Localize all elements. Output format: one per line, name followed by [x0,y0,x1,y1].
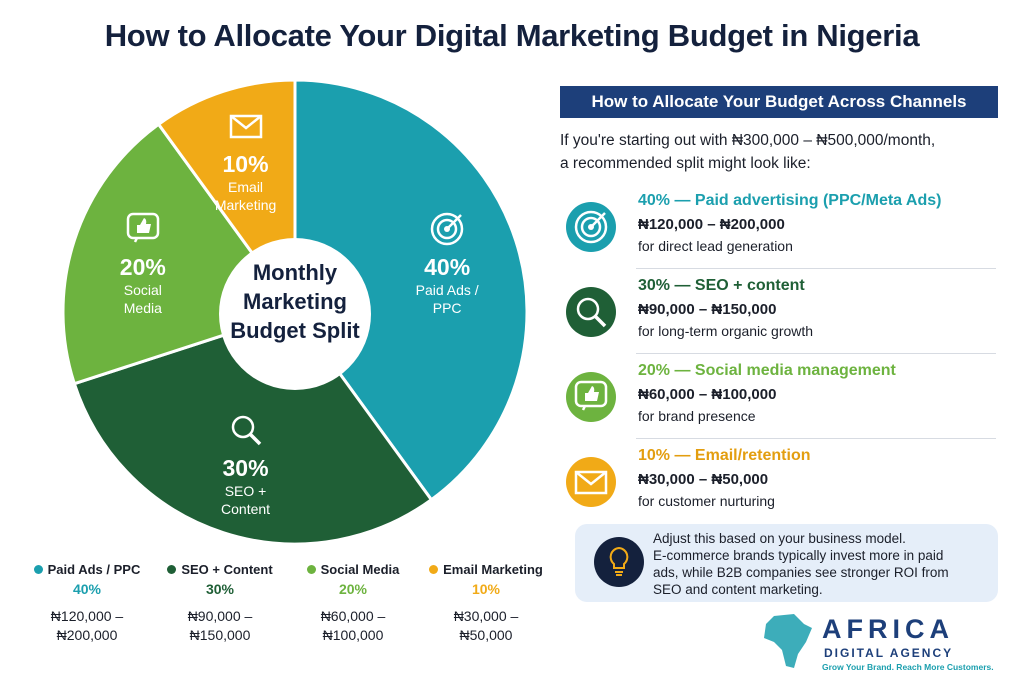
legend-percent: 30% [205,581,235,597]
channel-range: ₦60,000 – ₦100,000 [638,386,777,403]
icon [574,210,608,244]
separator [636,438,996,439]
channel-item: 40% — Paid advertising (PPC/Meta Ads) ₦12… [566,192,996,272]
channel-item: 10% — Email/retention ₦30,000 – ₦50,000 fo… [566,447,996,527]
channel-icon [566,457,616,507]
legend-swatch [306,565,316,574]
center-circle [219,238,371,390]
icon [576,297,607,328]
intro-text: If you're starting out with ₦300,000 – ₦… [560,132,936,149]
intro-text: a recommended split might look like: [560,155,811,172]
slice-name: SEO + Content [221,483,271,518]
slice-icon [229,114,262,139]
channel-note: for brand presence [638,408,756,424]
slice-value-label: 40% [424,253,471,280]
logo-name: AFRICA [822,614,954,644]
legend-percent: 40% [72,581,102,597]
pie-slice [293,78,529,502]
panel-heading: How to Allocate Your Budget Across Chann… [560,86,998,118]
legend-item: Email Marketing 10% ₦30,000 – ₦50,000 [421,562,551,645]
channel-item: 20% — Social media management ₦60,000 – ₦… [566,362,996,442]
channel-note: for direct lead generation [638,238,793,254]
legend-name: SEO + Content [181,562,273,577]
legend-label: Social Media [288,562,418,577]
slice-name: Paid Ads / PPC [415,281,479,316]
channel-icon [566,372,616,422]
legend-label: Email Marketing [421,562,551,577]
legend-name: Email Marketing [443,562,543,577]
legend-label: SEO + Content [155,562,285,577]
channel-title: 40% — Paid advertising (PPC/Meta Ads) [638,192,942,209]
icon [574,380,608,411]
legend-item: Social Media 20% ₦60,000 – ₦100,000 [288,562,418,645]
center-label: Monthly Marketing Budget Split [230,260,360,343]
legend-item: SEO + Content 30% ₦90,000 – ₦150,000 [155,562,285,645]
tip-line: Adjust this based on your business model… [653,531,906,546]
bulb-icon [594,537,644,587]
slice-icon [430,212,464,245]
page-title: How to Allocate Your Digital Marketing B… [104,18,920,53]
legend-swatch [429,565,439,574]
legend-item: Paid Ads / PPC 40% ₦120,000 – ₦200,000 [22,562,152,645]
channel-title: 30% — SEO + content [638,277,805,294]
logo-tagline: Grow Your Brand. Reach More Customers. [822,662,994,672]
slice-label: 20% Social Media [83,209,203,317]
slice-value-label: 10% [222,150,269,177]
legend-name: Social Media [320,562,400,577]
legend-range: ₦120,000 – ₦200,000 [50,608,124,643]
channel-range: ₦120,000 – ₦200,000 [638,216,785,233]
channel-icon [566,202,616,252]
slice-icon [126,212,160,243]
channel-title: 20% — Social media management [638,362,896,379]
tip-line: SEO and content marketing. [653,582,823,597]
separator [636,353,996,354]
africa-map-icon [764,614,812,668]
icon [574,470,608,495]
legend-swatch [33,565,43,574]
legend-name: Paid Ads / PPC [47,562,141,577]
tip-line: E-commerce brands typically invest more … [653,548,944,563]
channel-item: 30% — SEO + content ₦90,000 – ₦150,000 for… [566,277,996,357]
logo: AFRICA DIGITAL AGENCY Grow Your Brand. R… [760,610,1010,676]
logo-sub: DIGITAL AGENCY [824,646,954,660]
slice-name: Email Marketing [214,178,277,213]
channel-range: ₦90,000 – ₦150,000 [638,301,777,318]
slice-name: Social Media [123,281,162,316]
legend-range: ₦90,000 – ₦150,000 [187,608,253,643]
legend-label: Paid Ads / PPC [22,562,152,577]
separator [636,268,996,269]
channel-note: for long-term organic growth [638,323,814,339]
slice-label: 30% SEO + Content [186,410,306,518]
legend-range: ₦60,000 – ₦100,000 [320,608,386,643]
slice-icon [231,415,261,446]
legend-percent: 20% [338,581,368,597]
slice-value-label: 30% [222,455,269,482]
channel-title: 10% — Email/retention [638,447,811,464]
slice-value-label: 20% [119,253,166,280]
slice-label: 40% Paid Ads / PPC [387,209,507,317]
channel-note: for customer nurturing [638,493,775,509]
slice-label: 10% Email Marketing [186,106,306,214]
legend-swatch [167,565,177,574]
channel-range: ₦30,000 – ₦50,000 [638,471,769,488]
legend-percent: 10% [471,581,501,597]
tip-box: Adjust this based on your business model… [575,524,998,602]
legend-range: ₦30,000 – ₦50,000 [453,608,519,643]
channel-icon [566,287,616,337]
tip-line: ads, while B2B companies see stronger RO… [653,565,949,580]
